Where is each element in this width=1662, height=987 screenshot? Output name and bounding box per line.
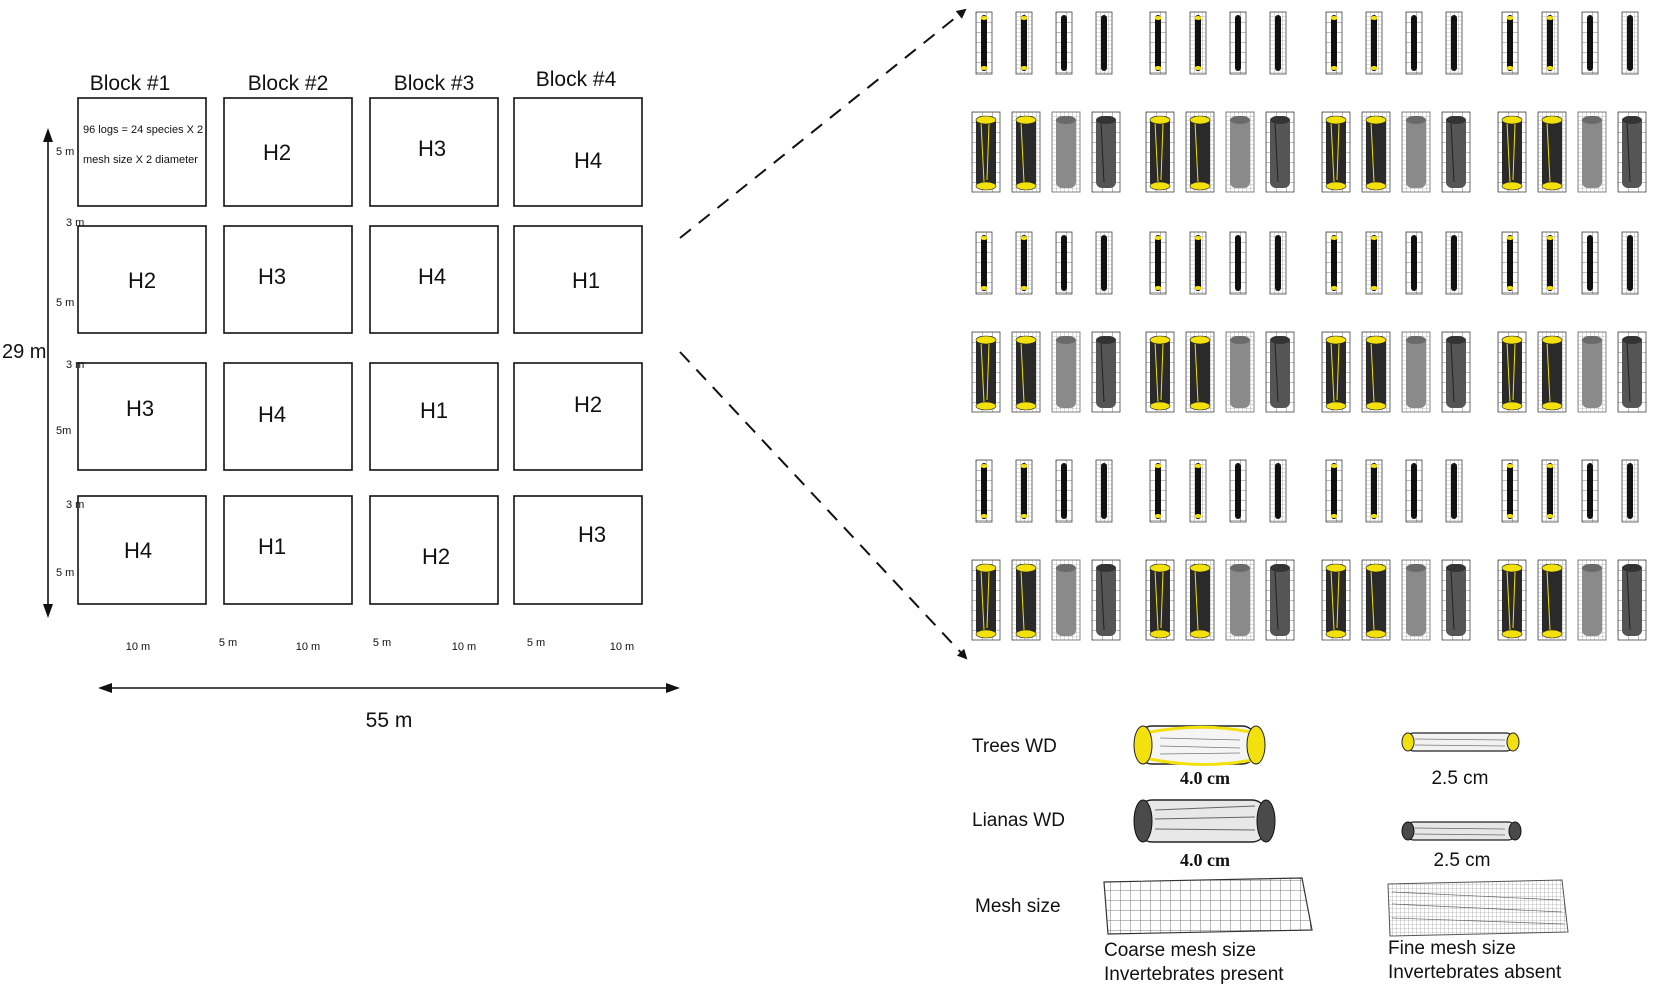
row-height-label: 5 m [56,297,74,309]
plot-treatment-label: H1 [420,398,448,423]
plot [369,495,499,605]
column-width-label: 10 m [126,641,150,653]
plot [513,362,643,471]
large-liana-log-icon [1133,799,1276,843]
row-gap-label: 3 m [66,217,84,229]
plot-treatment-label: H3 [126,396,154,421]
legend-fine-mesh-line-2: Invertebrates absent [1388,962,1562,983]
log-group [1322,460,1470,640]
plot [369,362,499,471]
plot-treatment-label: H4 [124,538,152,563]
plot [513,97,643,207]
legend-mesh-label: Mesh size [975,896,1061,917]
plot-grid [77,97,643,605]
row-height-label: 5 m [56,567,74,579]
row-gap-label: 3 m [66,499,84,511]
total-width-label: 55 m [366,709,413,732]
legend-fine-mesh-line-1: Fine mesh size [1388,938,1516,959]
column-width-label: 10 m [610,641,634,653]
legend-liana-large-diameter: 4.0 cm [1180,850,1230,870]
log-group [972,12,1120,192]
block-4-title: Block #4 [536,68,617,91]
log-group [1146,460,1294,640]
log-group [1146,232,1294,412]
field-layout: Block #1 Block #2 Block #3 Block #4 96 l… [2,68,680,732]
plot [513,495,643,605]
row-height-label: 5 m [56,146,74,158]
legend-tree-small-diameter: 2.5 cm [1431,768,1488,789]
plot-treatment-label: H2 [263,140,291,165]
small-liana-log-icon [1401,821,1522,841]
legend-coarse-mesh-line-1: Coarse mesh size [1104,940,1256,961]
plot-treatment-label: H4 [258,402,286,427]
log-group [1498,460,1646,640]
plot [369,97,499,207]
plot-treatment-label: H2 [128,268,156,293]
zoom-arrows [679,8,968,660]
plot [77,495,207,605]
row-gap-label: 3 m [66,359,84,371]
large-tree-log-icon [1133,725,1266,767]
plot-treatment-label: H2 [574,392,602,417]
legend-trees-label: Trees WD [972,736,1057,757]
total-height-label: 29 m [2,341,46,363]
plot-treatment-label: H3 [418,136,446,161]
zoom-arrow-bottom [679,351,968,660]
log-group [1498,12,1646,192]
legend-liana-small-diameter: 2.5 cm [1433,850,1490,871]
plot-treatment-label: H4 [574,148,602,173]
log-group [1322,232,1470,412]
plot-treatment-label: H3 [258,264,286,289]
log-group [1322,12,1470,192]
plot-treatment-label: H4 [418,264,446,289]
zoom-arrow-top [679,8,967,239]
legend-tree-large-diameter: 4.0 cm [1180,768,1230,788]
log-group [972,460,1120,640]
block-3-title: Block #3 [394,72,475,95]
plot [223,495,353,605]
log-group [1146,12,1294,192]
row-height-label: 5m [56,425,71,437]
block-2-title: Block #2 [248,72,329,95]
plot-treatment-label: H2 [422,544,450,569]
fine-mesh-icon [1387,879,1569,937]
column-width-label: 10 m [452,641,476,653]
plot [223,362,353,471]
log-arrangement-grid [972,12,1646,640]
plot [223,97,353,207]
small-tree-log-icon [1401,732,1520,752]
plot [77,97,207,207]
plot [77,225,207,334]
plot-treatment-label: H1 [572,268,600,293]
block-1-title: Block #1 [90,72,171,95]
design-note-line-2: mesh size X 2 diameter [83,154,198,166]
log-group [1498,232,1646,412]
plot-treatment-label: H1 [258,534,286,559]
legend-lianas-label: Lianas WD [972,810,1065,831]
legend: Trees WD 4.0 cm 2.5 cm Lianas WD [972,725,1569,985]
log-group [972,232,1120,412]
plot [513,225,643,334]
plot [369,225,499,334]
plot-treatment-label: H3 [578,522,606,547]
column-width-label: 10 m [296,641,320,653]
plot [77,362,207,471]
plot [223,225,353,334]
coarse-mesh-icon [1103,877,1313,935]
legend-coarse-mesh-line-2: Invertebrates present [1104,964,1284,985]
column-gap-label: 5 m [373,637,391,649]
design-note-line-1: 96 logs = 24 species X 2 [83,124,203,136]
column-gap-label: 5 m [219,637,237,649]
column-gap-label: 5 m [527,637,545,649]
